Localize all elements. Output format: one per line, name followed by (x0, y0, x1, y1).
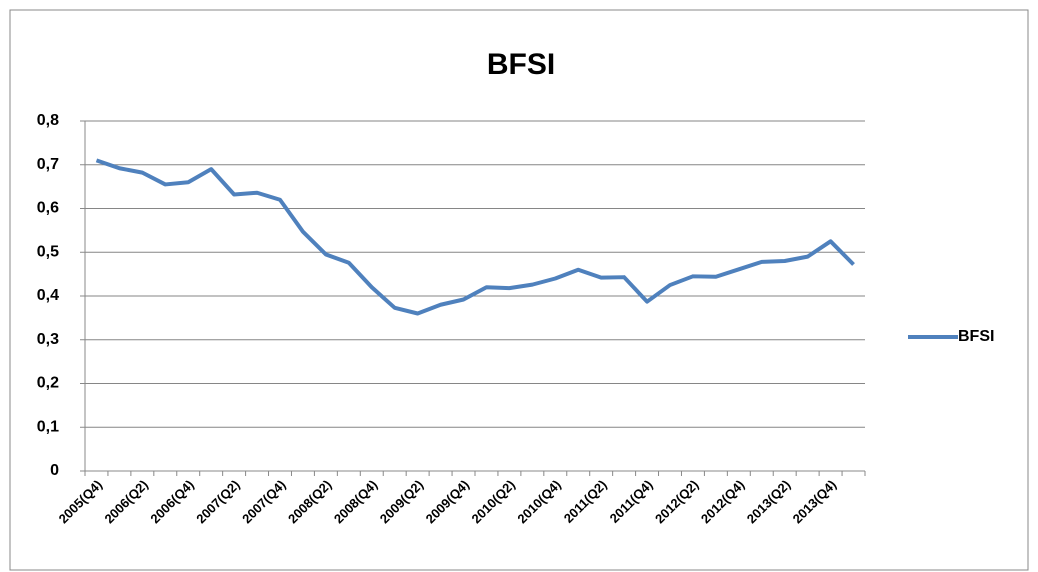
y-tick-label: 0,8 (37, 112, 59, 129)
legend-label: BFSI (958, 328, 994, 345)
y-tick-label: 0,2 (37, 375, 59, 392)
y-tick-label: 0,1 (37, 418, 59, 435)
y-tick-label: 0,5 (37, 243, 59, 260)
chart-title: BFSI (487, 48, 555, 81)
line-series (95, 158, 855, 316)
y-tick-label: 0,7 (37, 156, 59, 173)
y-tick-label: 0,6 (37, 200, 59, 217)
y-tick-label: 0 (50, 462, 59, 479)
y-tick-label: 0,4 (37, 287, 59, 304)
chart-border (9, 9, 1029, 571)
y-tick-label: 0,3 (37, 331, 59, 348)
